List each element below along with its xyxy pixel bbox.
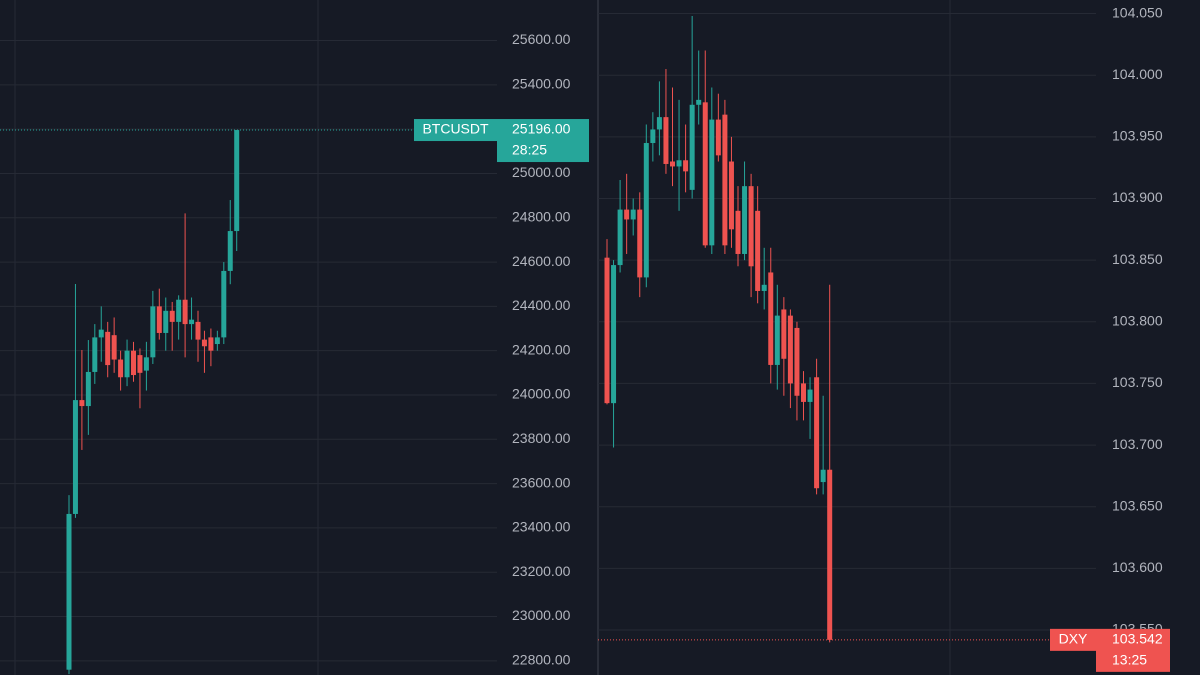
candle-body (683, 160, 689, 172)
candle-body (150, 306, 156, 358)
candle-body (617, 209, 623, 266)
candle-body (72, 400, 78, 514)
candle-body (630, 209, 636, 220)
y-tick-label: 103.950 (1112, 128, 1163, 144)
last-price-label: 25196.00 (512, 121, 571, 137)
candle-body (768, 272, 774, 365)
y-tick-label: 103.900 (1112, 189, 1163, 205)
candle-body (794, 327, 800, 396)
candle-body (66, 513, 72, 670)
candle-body (814, 377, 820, 489)
candle-body (163, 310, 169, 333)
candle-body (656, 117, 662, 130)
candle-body (742, 186, 748, 254)
candle-body (137, 355, 143, 373)
candle-body (85, 371, 91, 407)
candle-body (670, 161, 675, 167)
symbol-box (414, 119, 497, 142)
candle-body (637, 209, 643, 278)
candle-body (92, 337, 98, 372)
y-tick-label: 103.600 (1112, 559, 1163, 575)
candle-body (176, 299, 182, 322)
y-tick-label: 103.750 (1112, 374, 1163, 390)
candle-body (611, 265, 617, 404)
candle-body (189, 319, 195, 325)
price-box (497, 119, 589, 163)
price-box (1096, 628, 1170, 672)
y-tick-label: 23000.00 (512, 607, 571, 623)
candle-body (643, 143, 649, 278)
candle-body (774, 315, 780, 365)
y-tick-label: 23400.00 (512, 519, 571, 535)
y-tick-label: 103.850 (1112, 251, 1163, 267)
countdown-label: 13:25 (1112, 652, 1147, 668)
candle-body (98, 329, 104, 338)
candle-body (801, 383, 806, 402)
candle-body (781, 309, 787, 359)
candle-body (755, 210, 761, 291)
candle-body (787, 315, 793, 384)
candle-body (118, 359, 124, 378)
y-tick-label: 24400.00 (512, 297, 571, 313)
last-price-label: 103.542 (1112, 631, 1163, 647)
candle-body (696, 99, 702, 105)
y-tick-label: 25600.00 (512, 31, 571, 47)
y-tick-label: 25400.00 (512, 76, 571, 92)
candle-body (735, 210, 741, 254)
candle-body (214, 337, 220, 345)
y-tick-label: 24600.00 (512, 253, 571, 269)
candle-body (715, 119, 721, 156)
candle-body (124, 350, 130, 378)
candle-body (201, 339, 207, 347)
candle-body (156, 306, 162, 333)
candle-body (676, 160, 682, 167)
y-tick-label: 23800.00 (512, 430, 571, 446)
candle-body (807, 389, 813, 402)
y-tick-label: 25000.00 (512, 164, 571, 180)
y-tick-label: 23200.00 (512, 563, 571, 579)
y-tick-label: 103.800 (1112, 312, 1163, 328)
candle-body (221, 270, 227, 338)
y-tick-label: 25800.00 (512, 0, 571, 3)
candle-body (624, 209, 630, 220)
candle-body (827, 469, 833, 640)
candle-body (227, 231, 233, 271)
y-tick-label: 24800.00 (512, 208, 571, 224)
symbol-label: BTCUSDT (422, 121, 489, 137)
y-tick-label: 104.050 (1112, 4, 1163, 20)
y-tick-label: 103.650 (1112, 497, 1163, 513)
candle-body (728, 161, 734, 230)
candle-body (182, 299, 188, 325)
candle-body (111, 335, 117, 360)
candle-body (702, 102, 708, 246)
y-tick-label: 24200.00 (512, 341, 571, 357)
y-tick-label: 104.000 (1112, 66, 1163, 82)
candle-body (663, 117, 669, 164)
candle-body (79, 400, 85, 407)
candle-body (722, 114, 728, 246)
candle-body (709, 119, 715, 246)
candle-body (820, 469, 826, 483)
candle-body (105, 331, 111, 366)
candle-body (234, 130, 240, 232)
y-tick-label: 24000.00 (512, 386, 571, 402)
y-tick-label: 22800.00 (512, 652, 571, 668)
symbol-box (1050, 628, 1096, 651)
candle-body (143, 357, 149, 371)
candle-body (604, 257, 610, 404)
y-tick-label: 103.700 (1112, 436, 1163, 452)
symbol-label: DXY (1059, 631, 1088, 647)
candle-body (208, 337, 214, 351)
candle-body (169, 310, 175, 322)
candle-body (689, 104, 695, 190)
candle-body (650, 129, 656, 144)
countdown-label: 28:25 (512, 142, 547, 158)
candle-body (131, 350, 136, 376)
candle-body (195, 321, 201, 340)
y-tick-label: 23600.00 (512, 474, 571, 490)
candle-body (761, 284, 767, 291)
candle-body (748, 186, 754, 267)
